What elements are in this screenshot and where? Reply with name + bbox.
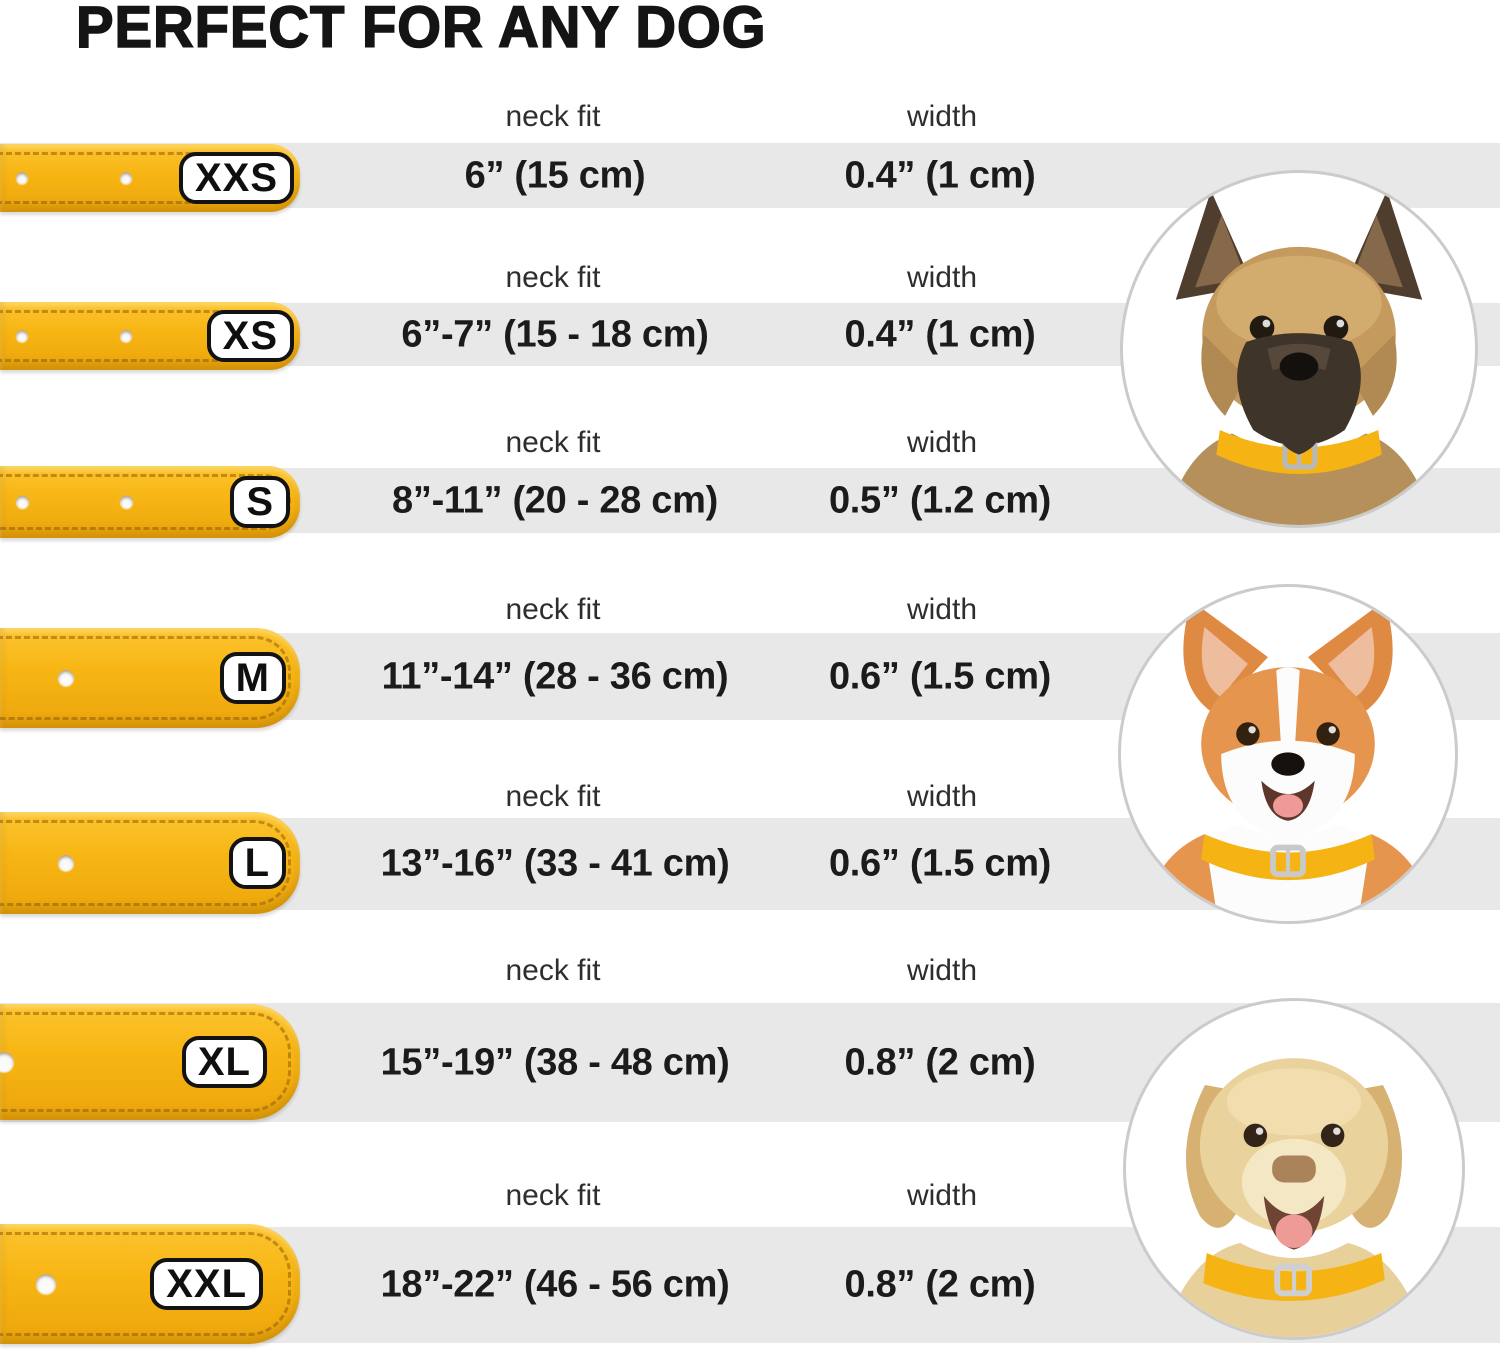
neck-fit-value: 8”-11” (20 - 28 cm) [392,479,718,521]
width-value: 0.4” (1 cm) [844,154,1036,196]
collar-hole [0,1052,14,1072]
neck-fit-value: 11”-14” (28 - 36 cm) [381,655,729,697]
size-badge: XL [181,1036,267,1088]
neck-fit-column-header: neck fit [505,100,601,133]
column-headers: neck fit width [0,777,1500,817]
width-value: 0.8” (2 cm) [844,1263,1036,1306]
size-badge: L [228,837,286,889]
stitching [0,1232,291,1336]
stitching [0,820,291,906]
collar-strap: XS [0,302,300,370]
width-value: 0.8” (2 cm) [844,1041,1036,1083]
width-column-header: width [906,426,978,459]
collar-strap: XXS [0,144,300,212]
neck-fit-column-header: neck fit [505,780,601,813]
width-value: 0.6” (1.5 cm) [828,655,1052,697]
collar-strap: XXL [0,1224,300,1344]
width-column-header: width [906,100,978,133]
column-headers: neck fit width [0,1176,1500,1216]
neck-fit-value: 6”-7” (15 - 18 cm) [401,313,709,355]
collar-strap: M [0,628,300,728]
column-headers: neck fit width [0,590,1500,630]
neck-fit-column-header: neck fit [505,954,601,987]
collar-hole [16,172,28,184]
column-headers: neck fit width [0,258,1500,298]
column-headers: neck fit width [0,951,1500,991]
collar-hole [36,1274,56,1294]
collar-hole [120,495,133,509]
width-column-header: width [906,1179,978,1212]
collar-hole [120,172,132,184]
size-badge: S [230,476,290,528]
width-column-header: width [906,954,978,987]
collar-hole [16,330,28,342]
size-badge: XS [206,310,294,362]
width-column-header: width [906,780,978,813]
width-column-header: width [906,261,978,294]
collar-strap: S [0,466,300,538]
width-column-header: width [906,593,978,626]
collar-hole [58,670,74,686]
collar-strap: L [0,812,300,914]
page-title: PERFECT FOR ANY DOG [75,0,767,60]
neck-fit-column-header: neck fit [505,261,601,294]
column-headers: neck fit width [0,97,1500,137]
terrier-dog-illustration [1165,190,1433,525]
neck-fit-value: 15”-19” (38 - 48 cm) [380,1041,730,1083]
neck-fit-value: 6” (15 cm) [464,154,646,196]
medium-dog-photo [1118,584,1458,924]
corgi-dog-illustration [1144,600,1432,921]
neck-fit-value: 18”-22” (46 - 56 cm) [380,1263,730,1306]
collar-hole [120,330,132,342]
width-value: 0.5” (1.2 cm) [828,479,1052,521]
column-headers: neck fit width [0,423,1500,463]
size-badge: M [219,652,286,704]
size-badge: XXL [150,1258,263,1310]
stitching [0,1012,291,1112]
stitching [0,636,291,720]
small-dog-photo [1120,170,1478,528]
labrador-dog-illustration [1162,1058,1426,1337]
neck-fit-column-header: neck fit [505,593,601,626]
size-badge: XXS [178,152,294,204]
neck-fit-column-header: neck fit [505,426,601,459]
large-dog-photo [1123,998,1465,1340]
collar-hole [58,855,74,871]
collar-strap: XL [0,1004,300,1120]
neck-fit-column-header: neck fit [505,1179,601,1212]
width-value: 0.4” (1 cm) [844,313,1036,355]
width-value: 0.6” (1.5 cm) [828,842,1052,885]
neck-fit-value: 13”-16” (33 - 41 cm) [380,842,730,885]
collar-hole [16,495,29,509]
